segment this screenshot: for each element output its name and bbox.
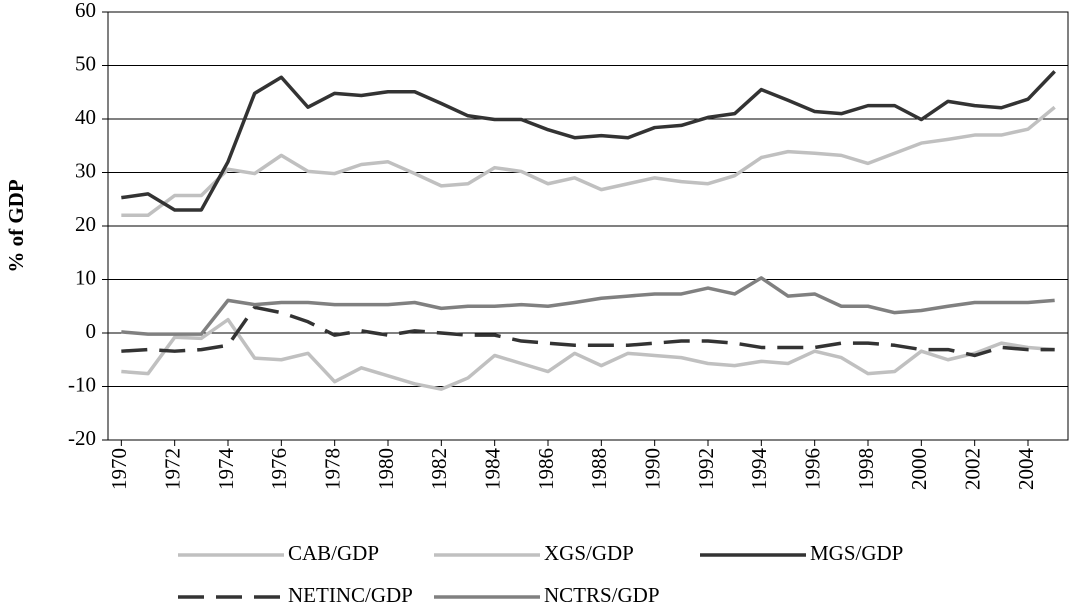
x-tick-label: 1992 — [694, 448, 718, 490]
y-axis-label: % of GDP — [4, 179, 28, 272]
x-tick-label: 2002 — [960, 448, 984, 490]
legend-label: CAB/GDP — [288, 541, 379, 565]
x-tick-label: 2000 — [907, 448, 931, 490]
x-tick-label: 1986 — [534, 448, 558, 490]
legend-label: MGS/GDP — [810, 541, 903, 565]
y-tick-label: 50 — [75, 51, 96, 75]
y-tick-label: -10 — [68, 372, 96, 396]
x-tick-label: 1982 — [427, 448, 451, 490]
y-tick-label: 10 — [75, 265, 96, 289]
legend-label: XGS/GDP — [544, 541, 634, 565]
y-tick-label: 30 — [75, 158, 96, 182]
plot-frame — [107, 11, 1069, 441]
series-line — [121, 276, 1055, 336]
x-tick-label: 1976 — [267, 448, 291, 490]
y-tick-label: 0 — [86, 319, 97, 343]
y-tick-label: 20 — [75, 212, 96, 236]
x-tick-label: 1998 — [854, 448, 878, 490]
series-line — [121, 105, 1056, 218]
x-tick-label: 1970 — [107, 448, 131, 490]
x-tick-label: 2004 — [1014, 448, 1038, 491]
legend-label: NCTRS/GDP — [544, 583, 660, 607]
x-tick-label: 1984 — [480, 448, 504, 491]
x-tick-label: 1988 — [587, 448, 611, 490]
series-line — [121, 305, 1055, 358]
y-tick-label: -20 — [68, 426, 96, 450]
y-tick-label: 40 — [75, 105, 96, 129]
x-tick-label: 1994 — [747, 448, 771, 491]
series-line — [121, 317, 1055, 391]
x-tick-label: 1980 — [374, 448, 398, 490]
x-tick-label: 1978 — [320, 448, 344, 490]
x-tick-label: 1972 — [160, 448, 184, 490]
legend-label: NETINC/GDP — [288, 583, 413, 607]
x-tick-label: 1974 — [214, 448, 238, 491]
y-tick-label: 60 — [75, 0, 96, 22]
x-tick-label: 1996 — [800, 448, 824, 490]
x-tick-label: 1990 — [640, 448, 664, 490]
series-line — [121, 70, 1056, 212]
